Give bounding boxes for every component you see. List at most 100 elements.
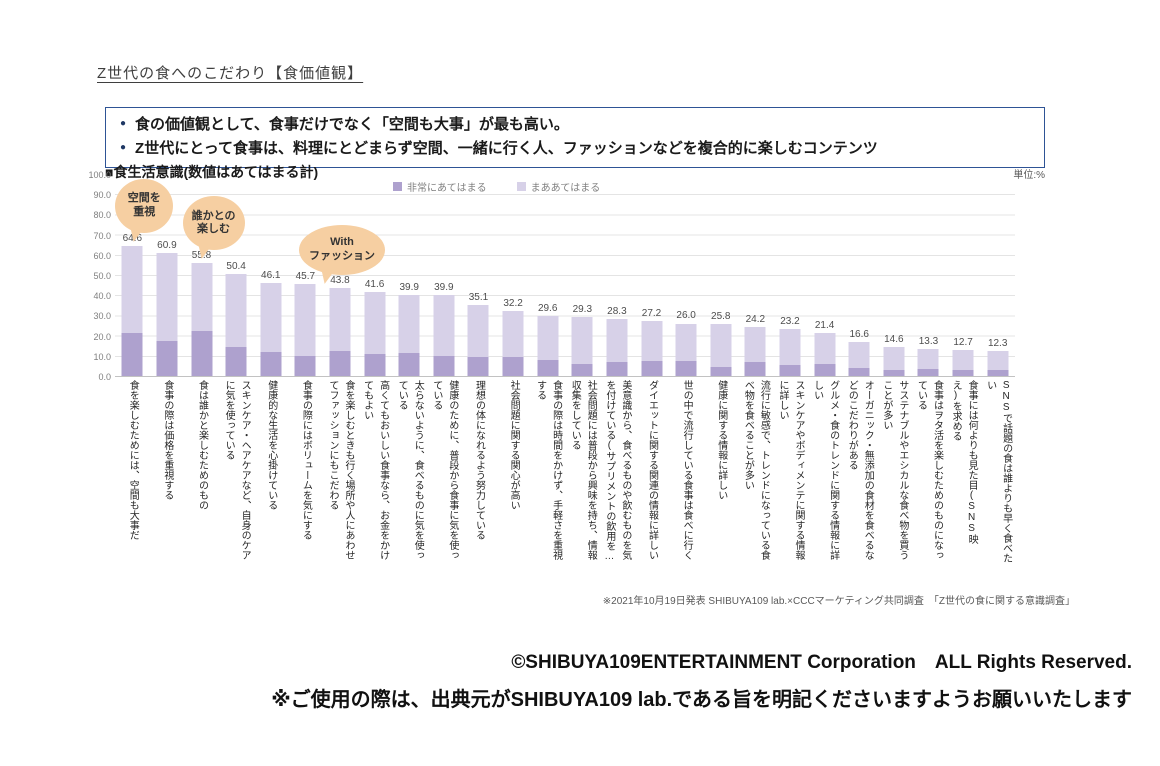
bar-value-label: 43.8 xyxy=(330,274,350,286)
bar-segment-mild xyxy=(779,329,801,365)
bar-value-label: 25.8 xyxy=(711,310,731,322)
category-label: 食事はヲタ活を楽しむためのものになっている xyxy=(911,380,946,594)
bar-value-label: 14.6 xyxy=(884,333,904,345)
bar-value-label: 24.2 xyxy=(745,314,766,326)
bar-segment-mild xyxy=(364,291,386,354)
bar-segment-mild xyxy=(883,346,905,370)
bar-group: 43.8 xyxy=(323,175,358,376)
bar-segment-mild xyxy=(987,351,1009,370)
bar-segment-strong xyxy=(329,350,351,376)
bar-segment-strong xyxy=(225,346,247,376)
category-label: スキンケアやボディメンテに関する情報に詳しい xyxy=(773,380,808,594)
page-title: Z世代の食へのこだわり【食価値観】 xyxy=(97,65,364,82)
bar-segment-mild xyxy=(606,318,628,362)
bar-group: 14.6 xyxy=(877,175,912,376)
bar-group: 35.1 xyxy=(461,175,496,376)
bar-segment-strong xyxy=(433,355,455,376)
bar-segment-mild xyxy=(537,316,559,360)
bar-segment-strong xyxy=(987,369,1009,376)
bar-group: 12.3 xyxy=(980,175,1015,376)
bar-value-label: 35.1 xyxy=(468,292,489,304)
category-label-text: 食を楽しむときも行く場所や人にあわせてファッションにもこだわる xyxy=(326,380,354,560)
y-axis-tick: 70.0 xyxy=(93,230,111,241)
bar-value-label: 50.4 xyxy=(226,261,246,273)
category-label: 食を楽しむときも行く場所や人にあわせてファッションにもこだわる xyxy=(323,380,358,594)
bar-value-label: 13.3 xyxy=(918,336,939,348)
bar-value-label: 45.7 xyxy=(295,270,316,282)
bar-segment-strong xyxy=(848,367,870,376)
bar-segment-mild xyxy=(329,287,351,351)
summary-bullet-text: Z世代にとって食事は、料理にとどまらず空間、一緒に行く人、ファッションなどを複合… xyxy=(135,140,878,157)
bar-value-label: 39.9 xyxy=(434,282,454,294)
bar-value-label: 16.6 xyxy=(849,329,869,341)
bar-group: 25.8 xyxy=(703,175,738,376)
category-label: 世の中で流行している食事は食べに行く xyxy=(669,380,704,594)
bar-segment-mild xyxy=(744,327,766,362)
category-label: 社会問題には普段から興味を持ち、情報収集をしている xyxy=(565,380,600,594)
source-footnote: ※2021年10月19日発表 SHIBUYA109 lab.×CCCマーケティン… xyxy=(602,596,1075,607)
category-label: 太らないように、食べるものに気を使っている xyxy=(392,380,427,594)
bar-group: 46.1 xyxy=(253,175,288,376)
plot-area: 非常にあてはまる まああてはまる 64.660.955.850.446.145.… xyxy=(115,175,1015,377)
bar-segment-strong xyxy=(675,360,697,376)
bar-group: 13.3 xyxy=(911,175,946,376)
copyright-line: ©SHIBUYA109ENTERTAINMENT Corporation ALL… xyxy=(511,652,1132,673)
bar-segment-mild xyxy=(433,295,455,356)
bar-segment-mild xyxy=(641,321,663,361)
category-label-text: 美意識から、食べるものや飲むものを気を付けている(サプリメントの飲用を… xyxy=(603,380,631,562)
bar-segment-mild xyxy=(814,332,836,364)
bar-segment-strong xyxy=(364,353,386,376)
bullet-icon: ● xyxy=(120,142,127,153)
bar-group: 45.7 xyxy=(288,175,323,376)
bar-segment-strong xyxy=(260,351,282,376)
bar-segment-mild xyxy=(121,245,143,333)
bar-value-label: 41.6 xyxy=(364,278,385,290)
category-label: グルメ・食のトレンドに関する情報に詳しい xyxy=(807,380,842,594)
legend-swatch-strong xyxy=(393,182,402,191)
bar-segment-mild xyxy=(225,274,247,347)
summary-bullet: ● 食の価値観として、食事だけでなく「空間も大事」が最も高い。 xyxy=(120,113,1032,137)
category-label-text: ダイエットに関する関連の情報に詳しい xyxy=(646,380,658,560)
bar-segment-strong xyxy=(710,366,732,376)
bar-segment-mild xyxy=(710,323,732,367)
bar-value-label: 26.0 xyxy=(676,310,696,322)
category-label-text: 社会問題に関する関心が高い xyxy=(508,380,520,510)
bar-segment-mild xyxy=(675,323,697,361)
bar-group: 29.6 xyxy=(530,175,565,376)
category-label-text: 食事には何よりも見た目(SNS映え)を求める xyxy=(950,380,978,544)
bar-value-label: 12.7 xyxy=(953,337,973,349)
category-label: 健康的な生活を心掛けている xyxy=(253,380,288,594)
bar-group: 60.9 xyxy=(150,175,185,376)
category-label-text: スキンケアやボディメンテに関する情報に詳しい xyxy=(776,380,804,560)
bar-segment-strong xyxy=(191,330,213,376)
bar-value-label: 29.3 xyxy=(572,303,593,315)
category-label: 美意識から、食べるものや飲むものを気を付けている(サプリメントの飲用を… xyxy=(600,380,635,594)
category-label-text: 流行に敏感で、トレンドになっている食べ物を食べることが多い xyxy=(742,380,770,560)
bar-segment-strong xyxy=(814,363,836,376)
category-label: スキンケア・ヘアケアなど、自身のケアに気を使っている xyxy=(219,380,254,594)
category-label: 食を楽しむためには、空間も大事だ xyxy=(115,380,150,594)
bar-segment-strong xyxy=(744,361,766,376)
y-axis: 0.0 10.0 20.0 30.0 40.0 50.0 60.0 70.0 80.0 90.0 1… xyxy=(85,170,113,382)
y-axis-tick: 10.0 xyxy=(93,351,111,362)
category-label-text: サステナブルやエシカルな食べ物を買うことが多い xyxy=(880,380,908,560)
y-axis-tick: 30.0 xyxy=(93,311,111,322)
category-label-text: 食事の際は時間をかけず、手軽さを重視する xyxy=(534,380,562,560)
bar-value-label: 27.2 xyxy=(641,308,662,320)
unit-label: 単位:% xyxy=(1013,170,1045,181)
bar-segment-strong xyxy=(121,332,143,376)
category-label-text: グルメ・食のトレンドに関する情報に詳しい xyxy=(811,380,839,560)
category-label: オーガニック・無添加の食材を食べるなどのこだわりがある xyxy=(842,380,877,594)
y-axis-tick: 60.0 xyxy=(93,250,111,261)
category-label: 食事の際は時間をかけず、手軽さを重視する xyxy=(530,380,565,594)
bar-group: 28.3 xyxy=(600,175,635,376)
summary-box: ● 食の価値観として、食事だけでなく「空間も大事」が最も高い。 ● Z世代にとっ… xyxy=(105,107,1045,168)
callout-bubble: 誰かとの 楽しむ xyxy=(182,196,245,251)
category-label-text: 食事の際にはボリュームを気にする xyxy=(300,380,312,540)
legend-item-mild: まああてはまる xyxy=(516,179,600,194)
category-label: 食事の際は価格を重視する xyxy=(150,380,185,594)
bar-value-label: 23.2 xyxy=(780,316,800,328)
bar-value-label: 32.2 xyxy=(503,297,523,309)
bar-segment-mild xyxy=(398,295,420,353)
bar-group: 32.2 xyxy=(496,175,531,376)
